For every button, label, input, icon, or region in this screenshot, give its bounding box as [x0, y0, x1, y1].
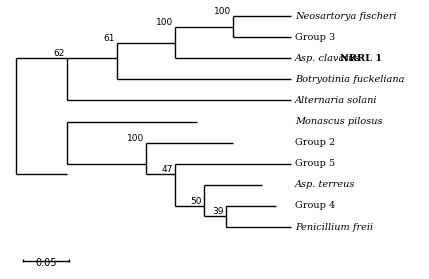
Text: NRRL 1: NRRL 1 — [340, 54, 382, 63]
Text: Penicillium freii: Penicillium freii — [295, 223, 373, 232]
Text: 100: 100 — [214, 7, 231, 16]
Text: 62: 62 — [53, 49, 65, 58]
Text: 100: 100 — [156, 18, 173, 27]
Text: Asp. clavatus: Asp. clavatus — [295, 54, 364, 63]
Text: Group 4: Group 4 — [295, 201, 335, 210]
Text: Alternaria solani: Alternaria solani — [295, 96, 378, 105]
Text: 0.05: 0.05 — [35, 258, 57, 268]
Text: 39: 39 — [212, 208, 224, 217]
Text: Group 5: Group 5 — [295, 159, 335, 168]
Text: Botryotinia fuckeliana: Botryotinia fuckeliana — [295, 75, 405, 84]
Text: 50: 50 — [190, 197, 202, 206]
Text: Group 2: Group 2 — [295, 138, 335, 147]
Text: Group 3: Group 3 — [295, 33, 335, 42]
Text: Asp. terreus: Asp. terreus — [295, 180, 356, 189]
Text: Neosartorya fischeri: Neosartorya fischeri — [295, 12, 397, 21]
Text: Monascus pilosus: Monascus pilosus — [295, 117, 383, 126]
Text: 100: 100 — [127, 134, 144, 143]
Text: 61: 61 — [104, 33, 115, 42]
Text: 47: 47 — [162, 165, 173, 174]
